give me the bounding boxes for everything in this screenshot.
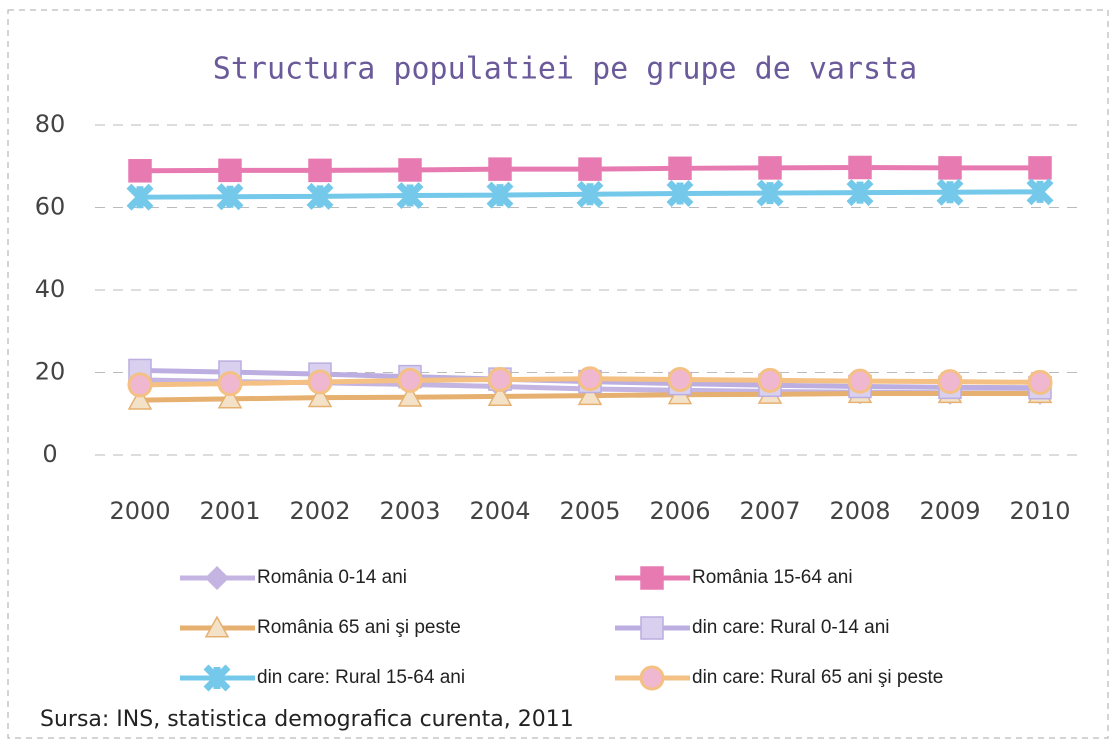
marker [397,367,423,393]
marker [397,384,423,407]
x-tick-label: 2010 [1009,497,1070,525]
y-tick-label: 40 [35,275,66,303]
marker [486,181,514,209]
legend-label: România 0-14 ani [257,567,407,588]
marker [666,180,694,207]
marker [203,664,231,692]
x-tick-label: 2005 [559,497,620,525]
marker [487,367,513,393]
marker [126,183,154,211]
marker [577,366,603,392]
x-tick-label: 2002 [289,497,350,525]
marker [1026,178,1054,206]
legend-label: România 15-64 ani [692,567,853,588]
marker [204,615,230,638]
marker [488,157,512,181]
marker [578,157,602,181]
x-tick-label: 2000 [109,497,170,525]
marker [1027,369,1053,395]
marker [128,159,152,183]
source: Sursa: INS, statistica demografica curen… [40,707,574,732]
marker [307,385,333,408]
y-tick-label: 0 [42,440,57,468]
marker [398,158,422,182]
x-tick-label: 2009 [919,497,980,525]
chart-title: Structura populatiei pe grupe de varsta [213,52,917,87]
legend-label: România 65 ani şi peste [257,617,461,638]
y-tick-label: 60 [35,193,66,221]
marker [640,566,664,590]
y-tick-label: 20 [35,358,66,386]
marker [307,369,333,395]
marker [848,155,872,180]
marker [936,178,964,206]
marker [639,665,665,691]
marker [667,367,693,393]
x-tick-label: 2001 [199,497,260,525]
x-tick-label: 2004 [469,497,530,525]
marker [758,156,782,180]
marker [938,156,962,180]
marker [218,158,242,183]
x-tick-label: 2006 [649,497,710,525]
frame [7,9,1109,739]
marker [217,371,243,397]
x-tick-label: 2008 [829,497,890,525]
marker [937,369,963,395]
marker [396,182,424,210]
y-tick-label: 80 [35,110,66,138]
legend-label: din care: Rural 0-14 ani [692,617,890,638]
legend-label: din care: Rural 65 ani şi peste [692,667,943,688]
marker [204,565,230,591]
x-tick-label: 2003 [379,497,440,525]
marker [127,372,153,398]
marker [216,183,244,211]
marker [308,158,332,183]
marker [846,179,874,207]
marker [847,368,873,394]
marker [756,179,784,207]
marker [1028,156,1052,180]
marker [127,387,153,410]
marker [668,156,692,181]
marker [306,182,334,210]
marker [576,180,604,208]
marker [487,383,513,406]
marker [577,383,603,406]
x-tick-label: 2007 [739,497,800,525]
legend-label: din care: Rural 15-64 ani [257,667,465,688]
marker [757,367,783,393]
marker [640,616,664,640]
marker [217,386,243,409]
